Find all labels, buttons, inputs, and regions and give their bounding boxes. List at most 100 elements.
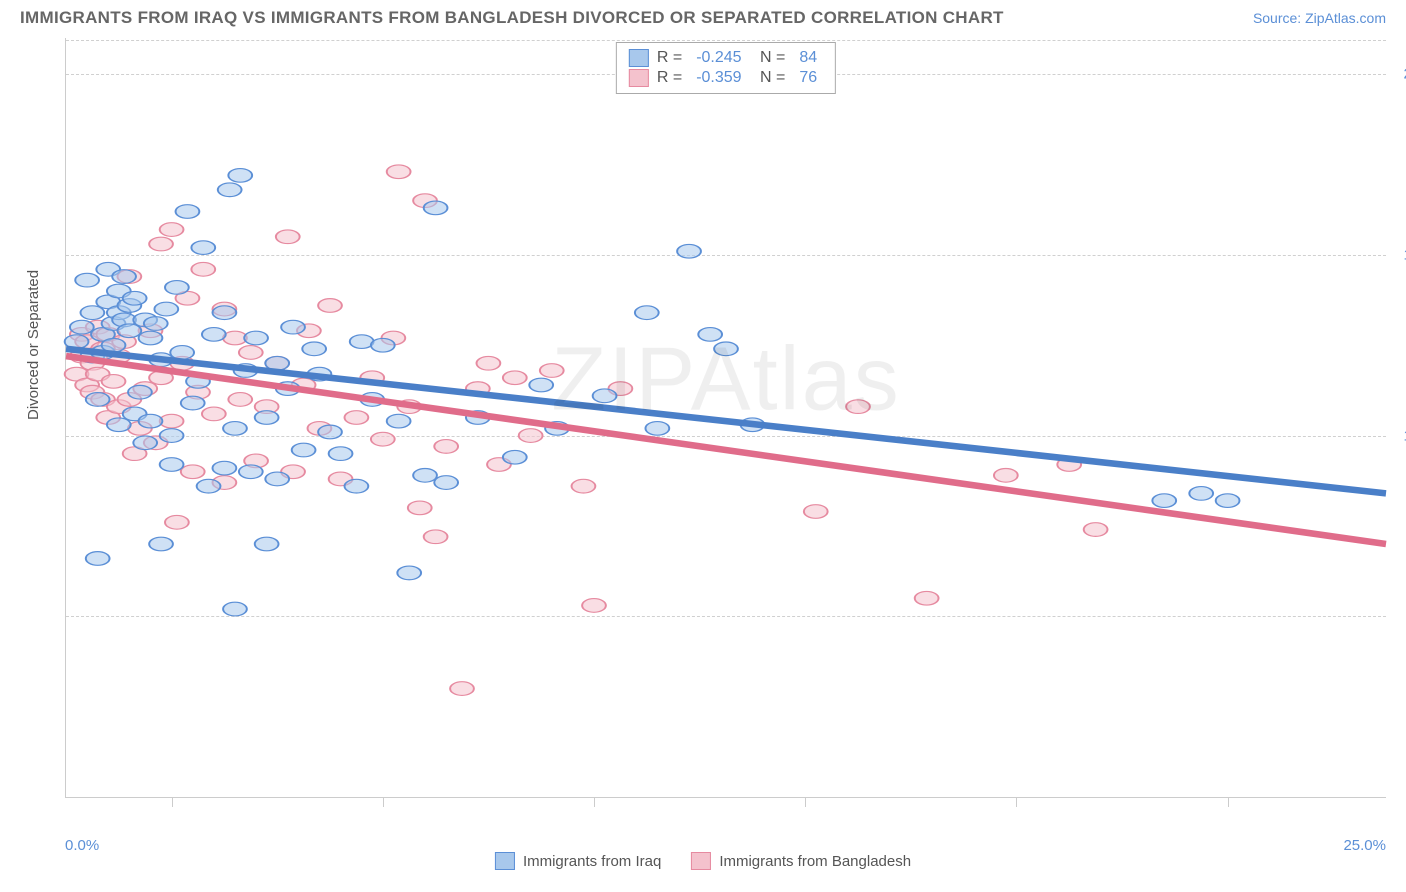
swatch-series2 <box>629 69 649 87</box>
data-point <box>75 273 99 287</box>
data-point <box>529 378 553 392</box>
x-tick <box>1228 797 1229 807</box>
data-point <box>371 338 395 352</box>
data-point <box>434 440 458 454</box>
series-legend: Immigrants from Iraq Immigrants from Ban… <box>495 852 911 870</box>
data-point <box>218 183 242 197</box>
data-point <box>1216 494 1240 508</box>
data-point <box>994 468 1018 482</box>
data-point <box>477 356 501 370</box>
data-point <box>519 429 543 443</box>
data-point <box>503 450 527 464</box>
x-axis-min-label: 0.0% <box>65 837 99 854</box>
stats-row-series2: R = -0.359 N = 76 <box>629 69 823 87</box>
data-point <box>149 537 173 551</box>
data-point <box>804 505 828 519</box>
data-point <box>244 331 268 345</box>
legend-swatch-1 <box>495 852 515 870</box>
data-point <box>572 479 596 493</box>
data-point <box>81 306 105 320</box>
data-point <box>213 461 237 475</box>
data-point <box>144 317 168 331</box>
data-point <box>318 425 342 439</box>
data-point <box>915 591 939 605</box>
x-tick <box>594 797 595 807</box>
scatter-plot-svg <box>66 38 1386 797</box>
data-point <box>387 165 411 179</box>
data-point <box>139 331 163 345</box>
data-point <box>255 411 279 425</box>
swatch-series1 <box>629 49 649 67</box>
data-point <box>434 476 458 490</box>
data-point <box>397 566 421 580</box>
data-point <box>345 479 369 493</box>
data-point <box>350 335 374 349</box>
data-point <box>191 262 215 276</box>
data-point <box>371 432 395 446</box>
data-point <box>86 393 110 407</box>
chart-title: IMMIGRANTS FROM IRAQ VS IMMIGRANTS FROM … <box>20 8 1004 28</box>
data-point <box>117 324 141 338</box>
data-point <box>698 328 722 342</box>
data-point <box>149 237 173 251</box>
data-point <box>170 346 194 360</box>
y-tick-label: 10.0% <box>1391 427 1406 444</box>
data-point <box>197 479 221 493</box>
data-point <box>846 400 870 414</box>
x-tick <box>383 797 384 807</box>
legend-label-2: Immigrants from Bangladesh <box>719 853 911 870</box>
trend-line <box>66 356 1386 544</box>
r-value-2: -0.359 <box>696 69 741 87</box>
data-point <box>139 414 163 428</box>
y-tick-label: 20.0% <box>1391 66 1406 83</box>
legend-label-1: Immigrants from Iraq <box>523 853 661 870</box>
source-attribution: Source: ZipAtlas.com <box>1253 10 1386 26</box>
data-point <box>228 169 252 183</box>
x-tick <box>1016 797 1017 807</box>
data-point <box>265 472 289 486</box>
data-point <box>329 447 353 461</box>
data-point <box>160 429 184 443</box>
data-point <box>112 270 136 284</box>
data-point <box>408 501 432 515</box>
data-point <box>1084 523 1108 537</box>
data-point <box>1152 494 1176 508</box>
data-point <box>302 342 326 356</box>
data-point <box>191 241 215 255</box>
stats-row-series1: R = -0.245 N = 84 <box>629 49 823 67</box>
data-point <box>123 291 147 305</box>
x-tick <box>172 797 173 807</box>
data-point <box>160 458 184 472</box>
data-point <box>635 306 659 320</box>
data-point <box>424 201 448 215</box>
data-point <box>677 244 701 258</box>
data-point <box>503 371 527 385</box>
data-point <box>133 436 157 450</box>
chart-header: IMMIGRANTS FROM IRAQ VS IMMIGRANTS FROM … <box>0 0 1406 32</box>
data-point <box>128 385 152 399</box>
data-point <box>281 320 305 334</box>
y-tick-label: 5.0% <box>1391 608 1406 625</box>
data-point <box>387 414 411 428</box>
legend-swatch-2 <box>691 852 711 870</box>
data-point <box>714 342 738 356</box>
data-point <box>645 422 669 436</box>
data-point <box>276 230 300 244</box>
r-value-1: -0.245 <box>696 49 741 67</box>
y-tick-label: 15.0% <box>1391 246 1406 263</box>
n-value-2: 76 <box>799 69 817 87</box>
chart-plot-area: 5.0%10.0%15.0%20.0% ZIPAtlas R = -0.245 … <box>65 38 1386 798</box>
data-point <box>202 407 226 421</box>
data-point <box>413 468 437 482</box>
data-point <box>292 443 316 457</box>
data-point <box>239 346 263 360</box>
n-value-1: 84 <box>799 49 817 67</box>
data-point <box>239 465 263 479</box>
x-tick <box>805 797 806 807</box>
data-point <box>202 328 226 342</box>
data-point <box>160 223 184 237</box>
legend-item-1: Immigrants from Iraq <box>495 852 661 870</box>
data-point <box>318 299 342 313</box>
data-point <box>86 552 110 566</box>
data-point <box>165 281 189 295</box>
